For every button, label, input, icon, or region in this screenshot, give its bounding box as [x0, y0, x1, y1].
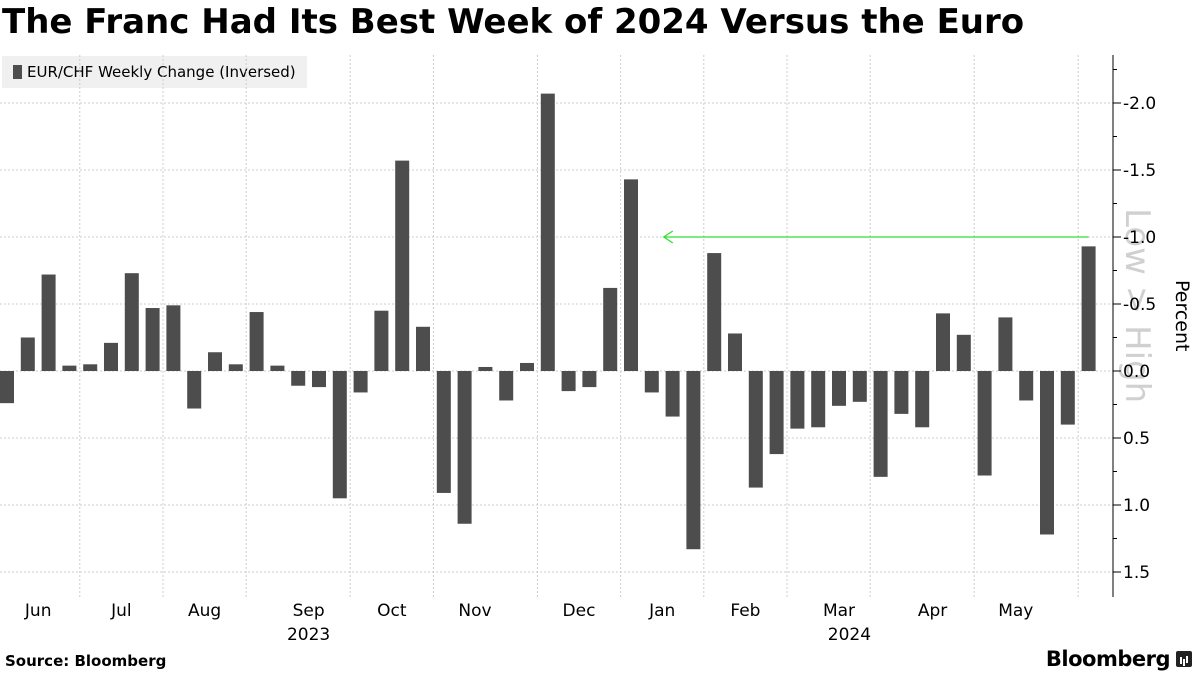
x-tick-label: Aug	[188, 601, 221, 621]
y-tick-label: 0.5	[1123, 429, 1150, 449]
bar	[41, 274, 56, 371]
y-tick-label: -2.0	[1123, 94, 1156, 114]
bar	[0, 371, 14, 404]
bar	[936, 313, 950, 371]
bar	[457, 371, 472, 524]
bloomberg-terminal-icon	[1176, 651, 1192, 667]
bar	[894, 371, 909, 414]
bar	[332, 371, 347, 499]
bar	[873, 371, 888, 477]
bar	[145, 308, 160, 371]
bar	[540, 93, 555, 372]
bars	[0, 93, 1096, 550]
bar	[811, 371, 826, 428]
annotation	[662, 230, 1089, 244]
bar	[977, 371, 992, 476]
x-axis-labels: Jun Jul Aug Sep Oct Nov Dec Jan Feb Mar Apr May 2023…	[24, 601, 1033, 645]
bar	[686, 371, 701, 550]
bar	[395, 160, 410, 371]
y-tick-label: 1.0	[1123, 496, 1150, 516]
x-tick-label: Dec	[563, 601, 596, 621]
brand-text: Bloomberg	[1045, 647, 1171, 671]
annotation-arrowhead	[662, 230, 674, 244]
bloomberg-logo: Bloomberg	[1046, 647, 1192, 671]
bar	[270, 365, 285, 371]
bar	[707, 253, 722, 371]
legend-label: EUR/CHF Weekly Change (Inversed)	[27, 63, 296, 81]
bar	[83, 364, 98, 371]
bar	[436, 371, 451, 493]
x-tick-label: Apr	[918, 601, 947, 621]
bar	[790, 371, 805, 429]
bar	[852, 371, 867, 402]
watermark-label: Low > High	[1117, 208, 1157, 403]
bar	[20, 337, 35, 371]
gridlines	[0, 55, 1113, 597]
chart-title: The Franc Had Its Best Week of 2024 Vers…	[2, 2, 1025, 42]
bar	[998, 317, 1013, 371]
x-tick-label: May	[998, 601, 1033, 621]
bar	[561, 371, 576, 392]
x-tick-label: Nov	[458, 601, 491, 621]
y-axis: -2.0 -1.5 -1.0 -0.5 0.0 0.5 1.0 1.5 Percent	[1112, 55, 1193, 597]
x-tick-label: Jun	[24, 601, 52, 621]
y-tick-label: -1.5	[1123, 161, 1156, 181]
x-tick-label: Sep	[293, 601, 325, 621]
bar	[62, 365, 77, 371]
bar	[1019, 371, 1034, 401]
bar	[166, 305, 181, 371]
bar	[624, 179, 638, 371]
y-tick-label: -0.5	[1123, 295, 1156, 315]
bar	[104, 342, 118, 371]
bar	[582, 371, 597, 388]
bar	[1081, 246, 1096, 371]
x-tick-label: Mar	[823, 601, 855, 621]
bar	[1040, 371, 1054, 535]
bar	[312, 371, 326, 388]
bar	[353, 371, 368, 393]
y-axis-title: Percent	[1171, 280, 1193, 352]
x-tick-label: Jan	[648, 601, 675, 621]
x-tick-label: Jul	[110, 601, 132, 621]
bar	[228, 364, 243, 371]
bar	[748, 371, 763, 488]
bar	[1060, 371, 1075, 425]
bar	[832, 371, 846, 406]
bar	[374, 310, 389, 371]
x-tick-label: Feb	[730, 601, 760, 621]
bar	[728, 333, 742, 371]
bar	[416, 326, 430, 371]
y-tick-label: 1.5	[1123, 563, 1150, 583]
x-year-label: 2024	[828, 625, 871, 645]
bar	[956, 334, 971, 371]
bar	[644, 371, 659, 393]
bar	[915, 371, 930, 428]
y-tick-label: -1.0	[1123, 228, 1156, 248]
bar	[769, 371, 784, 455]
y-tick-label: 0.0	[1123, 362, 1150, 382]
bar	[291, 371, 306, 386]
bar	[603, 287, 618, 371]
bar	[187, 371, 202, 409]
legend-swatch	[13, 65, 22, 79]
bar	[124, 273, 139, 371]
bar	[249, 312, 264, 371]
bar	[478, 366, 493, 371]
x-year-label: 2023	[287, 625, 330, 645]
bar	[208, 352, 222, 371]
bar	[499, 371, 514, 401]
bar	[665, 371, 680, 417]
x-tick-label: Oct	[377, 601, 407, 621]
bar	[520, 362, 534, 371]
watermark: Low > High	[1117, 208, 1157, 403]
legend: EUR/CHF Weekly Change (Inversed)	[2, 56, 307, 88]
source-note: Source: Bloomberg	[5, 652, 167, 670]
